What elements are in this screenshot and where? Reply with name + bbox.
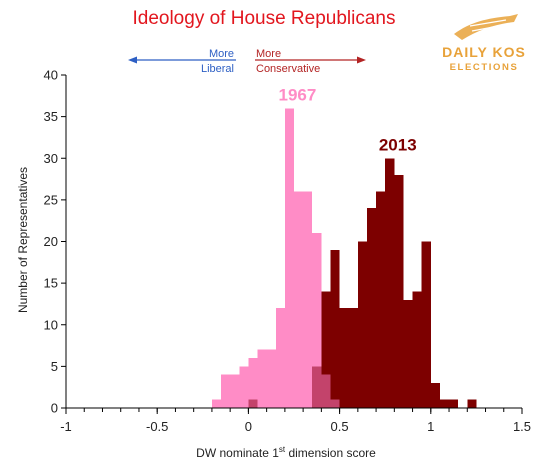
bar-1967--0.200 [211,399,222,408]
bar-overlap-0.450 [330,399,340,408]
bar-1967-0.150 [275,308,285,408]
y-tick-label: 15 [44,276,58,291]
chart-title: Ideology of House Republicans [132,8,395,29]
bar-2013-0.800 [394,174,404,408]
bar-2013-0.750 [385,158,395,408]
flag-icon [454,14,518,40]
bar-1967-0.000 [248,358,258,408]
bar-1967-0.200 [284,108,294,409]
more-conservative-annotation: More Conservative [255,48,366,75]
axes: 0 5 10 15 20 25 30 35 40 -1 -0.5 0 0.5 1 1.5 [44,68,532,435]
bar-1967-0.050 [257,349,267,408]
right-arrow-icon [357,56,366,64]
bar-2013-0.650 [366,208,377,408]
y-tick-label: 5 [51,359,58,374]
bar-2013-0.400 [321,291,331,408]
bar-1967-0.350 [312,233,322,408]
series-label-2013: 2013 [379,135,417,154]
y-tick-label: 0 [51,401,58,416]
bar-2013-0.700 [376,191,386,408]
series-labels: 1967 2013 [279,85,417,154]
x-tick-label: -1 [60,419,72,434]
logo-line1: DAILY KOS [442,44,526,60]
more-liberal-line1: More [209,48,234,60]
y-tick-label: 30 [44,151,58,166]
bar-1967--0.100 [230,374,240,408]
bar-2013-0.850 [403,299,413,408]
bar-2013-0.500 [339,308,349,408]
bar-2013-0.950 [421,241,431,408]
more-conservative-line1: More [256,48,281,60]
series-label-1967: 1967 [279,85,317,104]
x-tick-label: 1 [427,419,434,434]
bar-1967--0.050 [239,366,249,408]
bar-2013-0.900 [412,291,422,408]
y-tick-label: 35 [44,109,58,124]
more-liberal-annotation: More Liberal [128,48,236,75]
x-tick-label: 0 [245,419,252,434]
x-tick-label: 0.5 [331,419,349,434]
bar-2013-0.450 [330,249,340,408]
y-axis-title: Number of Representatives [16,167,30,313]
bar-overlap-0.400 [321,374,331,408]
y-tick-label: 20 [44,234,58,249]
bar-overlap-0.000 [248,399,258,408]
daily-kos-elections-logo: DAILY KOS ELECTIONS [442,14,526,73]
y-tick-label: 10 [44,317,58,332]
bar-overlap-0.350 [312,366,322,408]
x-axis-title: DW nominate 1st dimension score [196,445,376,460]
bar-2013-1.000 [430,383,440,408]
flag-stripes [469,19,507,37]
bar-2013-0.550 [348,308,358,408]
bars-group [211,108,477,409]
bar-2013-0.600 [357,241,367,408]
x-tick-label: 1.5 [513,419,531,434]
bar-2013-1.200 [467,399,477,408]
bar-2013-1.100 [449,399,459,408]
logo-line2: ELECTIONS [450,62,519,73]
bar-1967--0.150 [221,374,231,408]
x-tick-label: -0.5 [146,419,168,434]
bar-1967-0.250 [294,191,304,408]
more-conservative-line2: Conservative [256,63,320,75]
bar-1967-0.300 [303,191,313,408]
y-tick-label: 25 [44,192,58,207]
left-arrow-icon [128,56,137,64]
bar-2013-1.050 [439,399,450,408]
y-tick-label: 40 [44,68,58,83]
bar-1967-0.100 [266,349,276,408]
more-liberal-line2: Liberal [201,63,234,75]
